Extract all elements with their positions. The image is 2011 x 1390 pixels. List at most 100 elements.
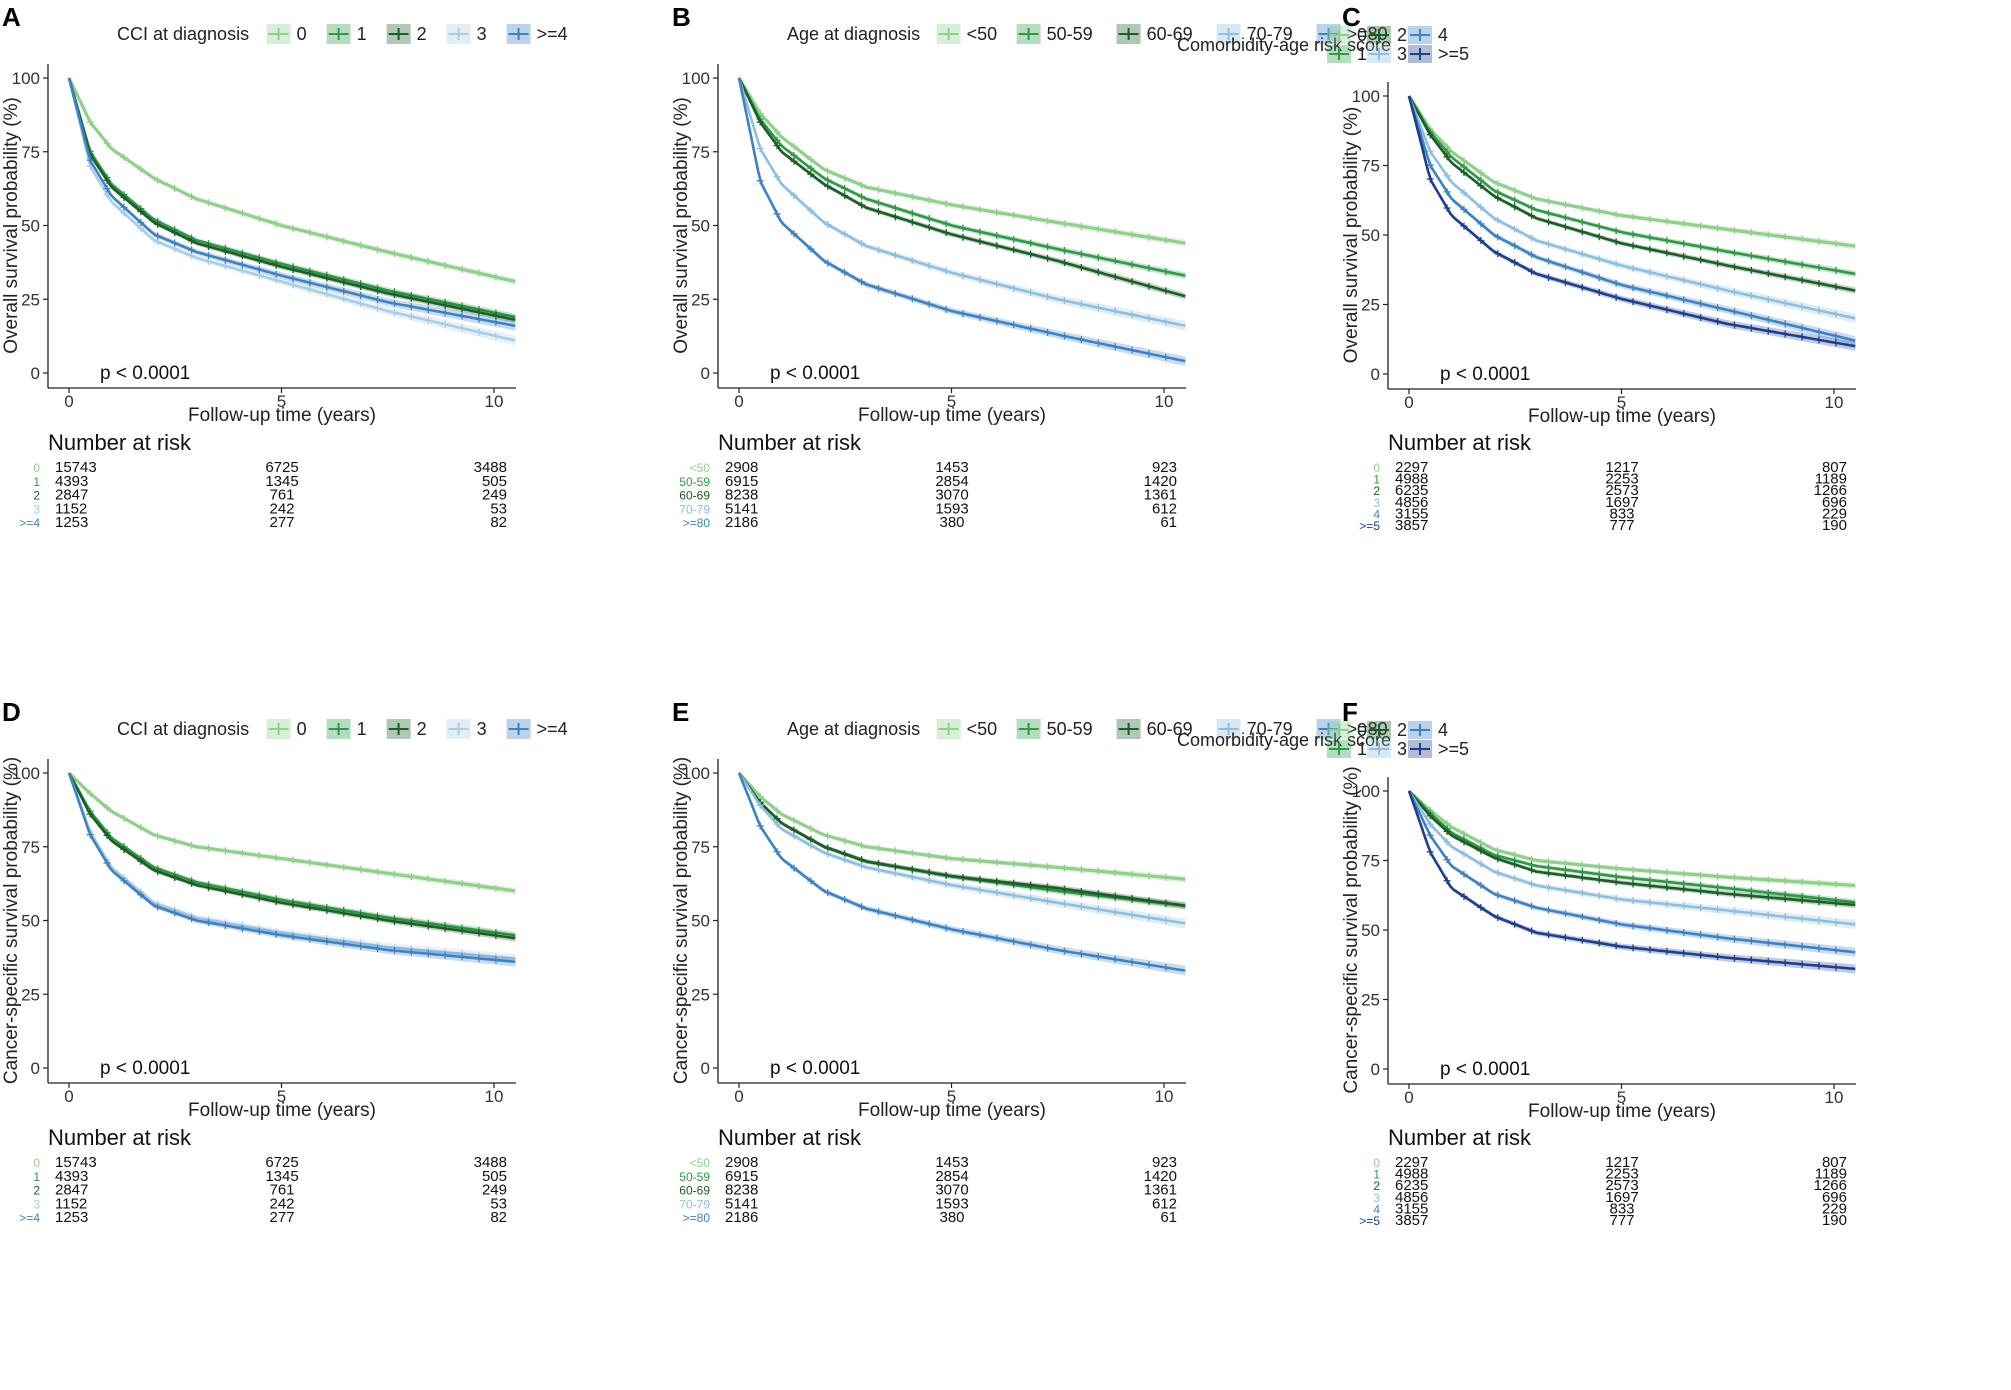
censor-marks->=80	[756, 177, 1170, 361]
risk-cell: 5141	[725, 500, 758, 517]
censor-mark	[993, 232, 1001, 240]
censor-mark	[1663, 237, 1671, 245]
risk-cell: 2297	[1395, 459, 1428, 476]
censor-mark	[1477, 881, 1485, 889]
censor-mark	[874, 860, 882, 868]
censor-mark	[1764, 327, 1772, 335]
censor-mark	[959, 856, 967, 864]
censor-mark	[1663, 868, 1671, 876]
censor-mark	[407, 303, 415, 311]
censor-mark	[959, 874, 967, 882]
censor-mark	[1629, 242, 1637, 250]
censor-mark	[390, 250, 398, 258]
risk-cell: 229	[1822, 505, 1847, 522]
censor-mark	[874, 284, 882, 292]
censor-mark	[1798, 303, 1806, 311]
censor-mark	[103, 831, 111, 839]
censor-marks->=80	[756, 822, 1170, 972]
censor-mark	[874, 908, 882, 916]
censor-mark	[154, 832, 162, 840]
censor-mark	[874, 866, 882, 874]
ci-band->=5	[1409, 96, 1856, 351]
censor-mark	[1764, 911, 1772, 919]
y-tick-label: 25	[691, 290, 710, 309]
censor-mark	[1747, 324, 1755, 332]
censor-mark	[1010, 879, 1018, 887]
risk-cell: 3857	[1395, 1212, 1428, 1229]
risk-row-label: 2	[33, 1184, 40, 1198]
censor-mark	[441, 924, 449, 932]
legend-label-2: 2	[1397, 25, 1407, 45]
censor-mark	[357, 291, 365, 299]
censor-mark	[1145, 897, 1153, 905]
x-tick-label: 0	[734, 1087, 743, 1106]
censor-mark	[374, 296, 382, 304]
legend-label-0: 0	[297, 719, 307, 739]
censor-mark	[824, 182, 832, 190]
ci-band->=4	[69, 78, 516, 331]
censor-mark	[1544, 240, 1552, 248]
censor-marks-50-59	[756, 115, 1170, 276]
censor-mark	[1798, 942, 1806, 950]
legend-swatch-2	[1367, 721, 1391, 739]
censor-mark	[1815, 328, 1823, 336]
censor-mark	[255, 271, 263, 279]
risk-row-label: >=5	[1359, 519, 1380, 533]
legend-swatch-3	[1216, 719, 1241, 739]
censor-marks-0	[86, 118, 500, 281]
censor-mark	[475, 882, 483, 890]
censor-mark	[874, 186, 882, 194]
censor-mark	[424, 875, 432, 883]
censor-mark	[1832, 880, 1840, 888]
censor-marks-0	[1426, 806, 1840, 888]
censor-mark	[103, 804, 111, 812]
censor-mark	[1528, 866, 1536, 874]
risk-cell: 1361	[1144, 487, 1177, 504]
censor-mark	[908, 256, 916, 264]
ci-band-0	[69, 773, 516, 895]
y-tick-label: 100	[1352, 87, 1380, 106]
risk-cell: 2908	[725, 1154, 758, 1171]
censor-mark	[1697, 243, 1705, 251]
panel-f: F Comorbidity-age risk score 0 1 2 3 4 >=5 0 25 50…	[1177, 695, 2010, 1390]
censor-mark	[120, 153, 128, 161]
y-axis-label: Cancer-specific survival probability (%)	[1341, 766, 1362, 1093]
risk-cell: 1453	[935, 1154, 968, 1171]
risk-cell: 1420	[1144, 1168, 1177, 1185]
censor-mark	[942, 200, 950, 208]
censor-mark	[1561, 859, 1569, 867]
censor-mark	[959, 233, 967, 241]
censor-mark	[1714, 284, 1722, 292]
risk-row-label: 3	[1373, 1191, 1380, 1205]
censor-marks-50-59	[756, 798, 1170, 908]
censor-mark	[441, 309, 449, 317]
legend-label-2: 2	[1397, 720, 1407, 740]
censor-mark	[1477, 220, 1485, 228]
censor-mark	[86, 790, 94, 798]
censor-mark	[807, 825, 815, 833]
censor-mark	[154, 176, 162, 184]
censor-mark	[1145, 282, 1153, 290]
censor-mark	[171, 184, 179, 192]
censor-mark	[1528, 212, 1536, 220]
censor-mark	[306, 935, 314, 943]
survival-curve-0	[67, 77, 516, 284]
censor-mark	[1680, 885, 1688, 893]
censor-mark	[1680, 870, 1688, 878]
censor-mark	[188, 841, 196, 849]
censor-mark	[323, 283, 331, 291]
risk-cell: 4856	[1395, 1189, 1428, 1206]
censor-mark	[221, 922, 229, 930]
censor-mark	[1781, 330, 1789, 338]
censor-mark	[1561, 245, 1569, 253]
censor-mark	[841, 174, 849, 182]
y-tick-label: 50	[1361, 921, 1380, 940]
risk-row-label: <50	[690, 1156, 711, 1170]
x-axis-label: Follow-up time (years)	[858, 405, 1046, 426]
censor-mark	[1460, 157, 1468, 165]
legend-label-1: 1	[1357, 739, 1367, 759]
risk-cell: 2186	[725, 514, 758, 531]
censor-mark	[171, 874, 179, 882]
legend-title: CCI at diagnosis	[117, 24, 249, 44]
censor-mark	[204, 257, 212, 265]
